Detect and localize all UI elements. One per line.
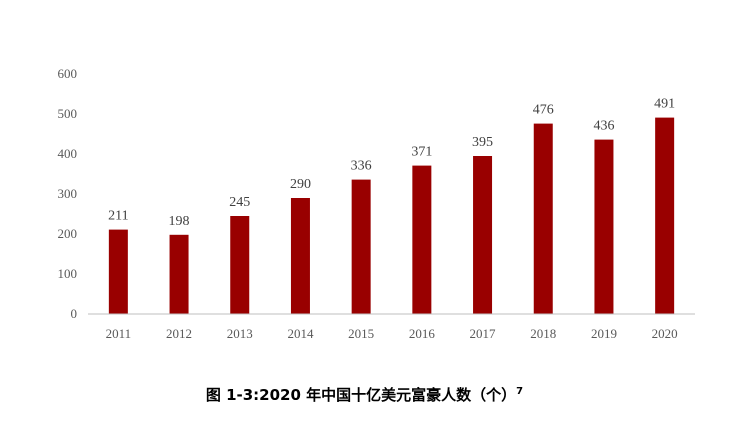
x-axis: 2011 2012 2013 2014 2015 2016 2017 2018 2019 2020 xyxy=(88,313,695,341)
y-tick-label: 500 xyxy=(58,106,78,121)
bar-2019 xyxy=(594,139,614,314)
y-tick-label: 600 xyxy=(58,66,78,81)
x-tick-label: 2015 xyxy=(348,326,374,341)
data-labels: 211 198 245 290 336 371 395 476 436 491 xyxy=(108,97,675,229)
data-label-2011: 211 xyxy=(108,209,128,224)
x-tick-label: 2020 xyxy=(652,326,678,341)
data-label-2017: 395 xyxy=(472,135,493,150)
y-axis: 0 100 200 300 400 500 600 xyxy=(58,66,78,321)
x-tick-label: 2018 xyxy=(530,326,556,341)
bars xyxy=(108,117,675,314)
data-label-2014: 290 xyxy=(290,177,311,192)
data-label-2015: 336 xyxy=(351,159,372,174)
bar-2018 xyxy=(533,123,553,314)
bar-2013 xyxy=(230,216,250,314)
bar-2017 xyxy=(473,156,493,314)
x-tick-label: 2012 xyxy=(166,326,192,341)
y-tick-label: 300 xyxy=(58,186,78,201)
data-label-2020: 491 xyxy=(654,97,675,112)
y-tick-label: 100 xyxy=(58,266,78,281)
bar-2011 xyxy=(108,229,128,314)
bar-chart: 0 100 200 300 400 500 600 211 198 245 290 336 371 39… xyxy=(58,66,695,341)
data-label-2016: 371 xyxy=(411,145,432,160)
data-label-2012: 198 xyxy=(169,214,190,229)
x-tick-label: 2013 xyxy=(227,326,253,341)
x-tick-label: 2014 xyxy=(287,326,314,341)
y-tick-label: 200 xyxy=(58,226,78,241)
x-tick-label: 2017 xyxy=(470,326,497,341)
caption-text: 图 1-3:2020 年中国十亿美元富豪人数（个） xyxy=(205,386,517,404)
data-label-2018: 476 xyxy=(533,103,554,118)
data-label-2019: 436 xyxy=(593,119,614,134)
bar-2020 xyxy=(655,117,675,314)
y-tick-label: 400 xyxy=(58,146,78,161)
figure-caption: 图 1-3:2020 年中国十亿美元富豪人数（个）7 xyxy=(0,384,729,405)
y-tick-label: 0 xyxy=(71,306,78,321)
data-label-2013: 245 xyxy=(229,195,250,210)
x-tick-label: 2011 xyxy=(106,326,132,341)
bar-2012 xyxy=(169,234,189,314)
x-tick-label: 2019 xyxy=(591,326,617,341)
caption-footnote: 7 xyxy=(516,386,524,397)
bar-2016 xyxy=(412,165,432,314)
bar-2015 xyxy=(351,179,371,314)
x-tick-label: 2016 xyxy=(409,326,436,341)
bar-2014 xyxy=(290,198,310,314)
